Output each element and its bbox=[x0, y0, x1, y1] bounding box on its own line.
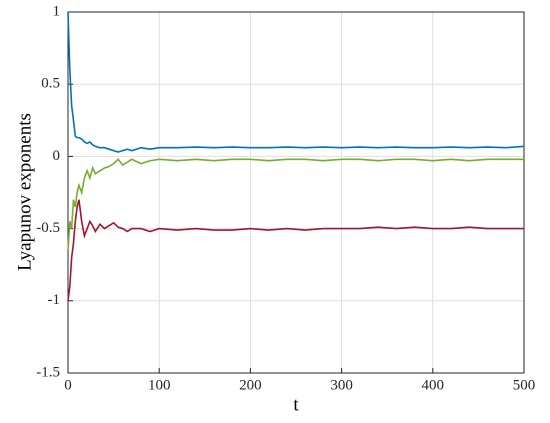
x-tick-label: 0 bbox=[64, 377, 72, 393]
x-tick-label: 300 bbox=[330, 377, 353, 393]
plot-frame bbox=[67, 11, 525, 374]
x-tick-label: 200 bbox=[239, 377, 262, 393]
y-axis-label: Lyapunov exponents bbox=[14, 113, 35, 271]
y-tick-label: -1 bbox=[48, 292, 61, 308]
x-axis-label: t bbox=[293, 394, 299, 415]
x-tick-label: 100 bbox=[148, 377, 171, 393]
y-tick-label: 1 bbox=[53, 3, 61, 19]
y-tick-label: 0 bbox=[53, 148, 61, 164]
y-tick-label: 0.5 bbox=[41, 76, 60, 92]
data-line bbox=[67, 199, 524, 301]
y-tick-label: -0.5 bbox=[36, 220, 60, 236]
data-line bbox=[67, 11, 525, 153]
data-line bbox=[67, 158, 524, 251]
x-tick-label: 500 bbox=[513, 377, 536, 393]
x-tick-label: 400 bbox=[422, 377, 445, 393]
y-tick-label: -1.5 bbox=[36, 364, 60, 380]
